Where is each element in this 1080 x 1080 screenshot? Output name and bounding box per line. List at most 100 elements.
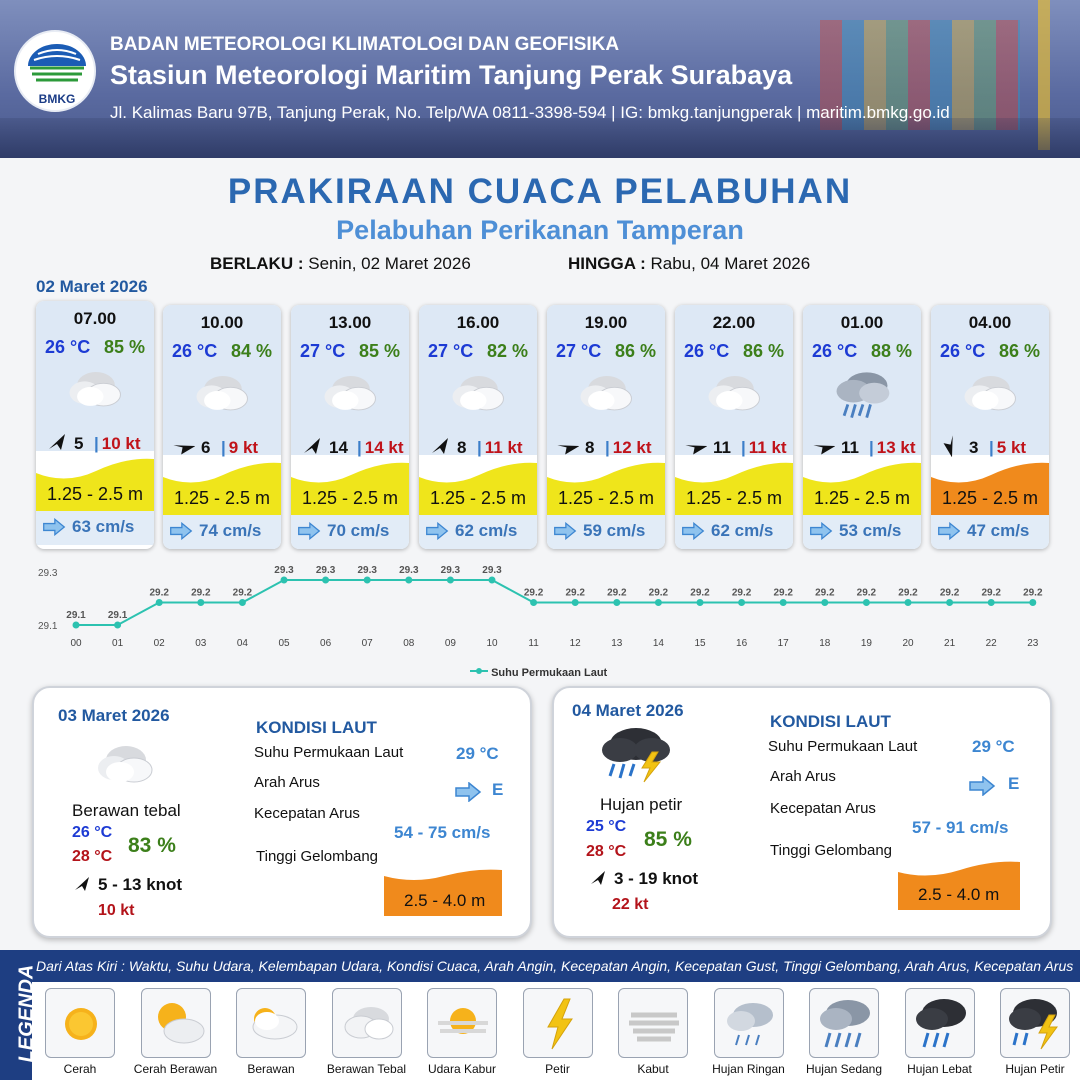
x-tick-label: 08 — [403, 638, 415, 649]
day2-wave-value: 2.5 - 4.0 m — [404, 891, 486, 910]
card-time: 04.00 — [968, 313, 1012, 332]
overcast-icon — [90, 738, 160, 793]
card-gust-value: 10 kt — [101, 434, 141, 453]
wave-height-graphic — [547, 462, 665, 515]
x-tick-label: 07 — [362, 638, 374, 649]
data-point — [946, 599, 954, 606]
day2-sst-value: 29 °C — [456, 744, 499, 763]
day3-gust: 22 kt — [612, 896, 649, 913]
card-current-speed: 74 cm/s — [199, 521, 262, 540]
day3-humidity: 85 % — [644, 828, 692, 851]
card-time: 13.00 — [328, 313, 372, 332]
legend-item-lightning — [522, 988, 593, 1058]
x-tick-label: 12 — [570, 638, 582, 649]
day3-current-speed-value: 57 - 91 cm/s — [912, 818, 1009, 837]
crane-graphic — [1038, 0, 1050, 150]
data-point — [571, 599, 579, 606]
x-tick-label: 18 — [819, 638, 831, 649]
card-current: 62 cm/s — [675, 515, 793, 549]
wind-direction-icon — [49, 434, 65, 450]
day3-weather: Hujan petir — [600, 795, 683, 814]
day2-sea-heading: KONDISI LAUT — [256, 718, 377, 737]
day2-current-dir-label: Arah Arus — [254, 774, 320, 791]
data-label: 29.1 — [108, 610, 128, 621]
card-time: 19.00 — [584, 313, 628, 332]
wind-direction-icon — [75, 877, 89, 891]
data-label: 29.1 — [66, 610, 86, 621]
data-label: 29.2 — [981, 588, 1001, 599]
current-arrow-icon — [43, 518, 66, 536]
data-label: 29.2 — [233, 588, 253, 599]
legend-icons-panel: Cerah Cerah Berawan Berawan Berawan Tebal Ud… — [32, 982, 1080, 1080]
legend-item-label: Cerah Berawan — [133, 1062, 218, 1076]
day3-current-dir-value: E — [1008, 774, 1020, 793]
data-point — [238, 599, 246, 606]
x-tick-label: 03 — [195, 638, 207, 649]
wave-height-graphic — [163, 462, 281, 515]
card-current-speed: 59 cm/s — [583, 521, 646, 540]
day3-current-dir-label: Arah Arus — [770, 768, 836, 785]
wind-direction-icon — [813, 445, 835, 455]
x-tick-label: 15 — [694, 638, 706, 649]
y-tick-label: 29.3 — [38, 568, 58, 579]
card-gust: | 10 kt — [94, 434, 141, 453]
card-current: 74 cm/s — [163, 515, 281, 549]
chart-legend-label: Suhu Permukaan Laut — [491, 667, 608, 679]
card-time: 16.00 — [456, 313, 500, 332]
day2-wave-label: Tinggi Gelombang — [256, 848, 379, 865]
day3-summary-box: 04 Maret 2026 Hujan petir 25 °C 28 °C 85… — [552, 686, 1052, 938]
day3-temp-min: 25 °C — [586, 818, 627, 835]
card-wave-height: 1.25 - 2.5 m — [941, 488, 1039, 508]
overcast-icon — [317, 367, 383, 423]
haze-icon — [438, 1008, 488, 1034]
wave-height-graphic — [931, 462, 1049, 515]
overcast-icon — [445, 367, 511, 423]
chart-legend-marker — [470, 668, 488, 674]
sun-icon — [65, 1008, 97, 1040]
data-point — [738, 599, 746, 606]
overcast-icon — [701, 367, 767, 423]
card-gust-value: 13 kt — [876, 438, 916, 457]
card-time: 22.00 — [712, 313, 756, 332]
card-gust-value: 14 kt — [364, 438, 404, 457]
card-time: 07.00 — [73, 309, 117, 328]
card-gust-value: 12 kt — [612, 438, 652, 457]
container-stack-graphic — [820, 20, 1020, 130]
lightning-icon — [546, 998, 573, 1050]
card-current-speed: 63 cm/s — [72, 517, 135, 536]
data-label: 29.2 — [565, 588, 585, 599]
day2-current-speed-label: Kecepatan Arus — [254, 805, 360, 822]
card-humidity: 84 % — [230, 341, 272, 361]
current-arrow-icon — [426, 522, 449, 540]
card-gust: | 11 kt — [741, 438, 787, 457]
station-address: Jl. Kalimas Baru 97B, Tanjung Perak, No.… — [110, 103, 950, 122]
x-tick-label: 23 — [1027, 638, 1039, 649]
card-temp: 26 °C — [172, 341, 218, 361]
wind-direction-icon — [685, 445, 707, 455]
chart-legend: Suhu Permukaan Laut — [470, 666, 607, 679]
card-gust-value: 11 kt — [484, 438, 523, 457]
x-tick-label: 16 — [736, 638, 748, 649]
wind-direction-icon — [591, 871, 605, 885]
data-label: 29.2 — [649, 588, 669, 599]
wave-height-graphic — [803, 462, 921, 515]
cloudy-icon — [252, 1008, 298, 1040]
overcast-icon — [957, 367, 1023, 423]
card-wave-height: 1.25 - 2.5 m — [813, 488, 911, 508]
card-current-speed: 62 cm/s — [711, 521, 774, 540]
legend-item-haze — [427, 988, 497, 1058]
sea-surface-temp-chart: 29.3 29.1 29.1 00 29.1 01 29.2 02 29.2 03 29.2 04 29… — [38, 565, 1043, 649]
card-gust-value: 11 kt — [748, 438, 787, 457]
current-arrow-icon — [810, 522, 833, 540]
data-point — [904, 599, 912, 606]
x-tick-label: 01 — [112, 638, 124, 649]
wave-height-graphic — [898, 861, 1020, 910]
legend-item-sun — [45, 988, 115, 1058]
legend-item-moderate-rain — [809, 988, 879, 1058]
data-label: 29.2 — [940, 588, 960, 599]
card-humidity: 82 % — [486, 341, 528, 361]
forecast-card: 16.00 27 °C 82 % 8 | 11 kt 1.25 - 2.5 m 62 cm/s — [419, 305, 537, 549]
card-current: 70 cm/s — [291, 515, 409, 549]
day1-date: 02 Maret 2026 — [36, 277, 148, 296]
legend-item-label: Berawan Tebal — [326, 1062, 407, 1076]
